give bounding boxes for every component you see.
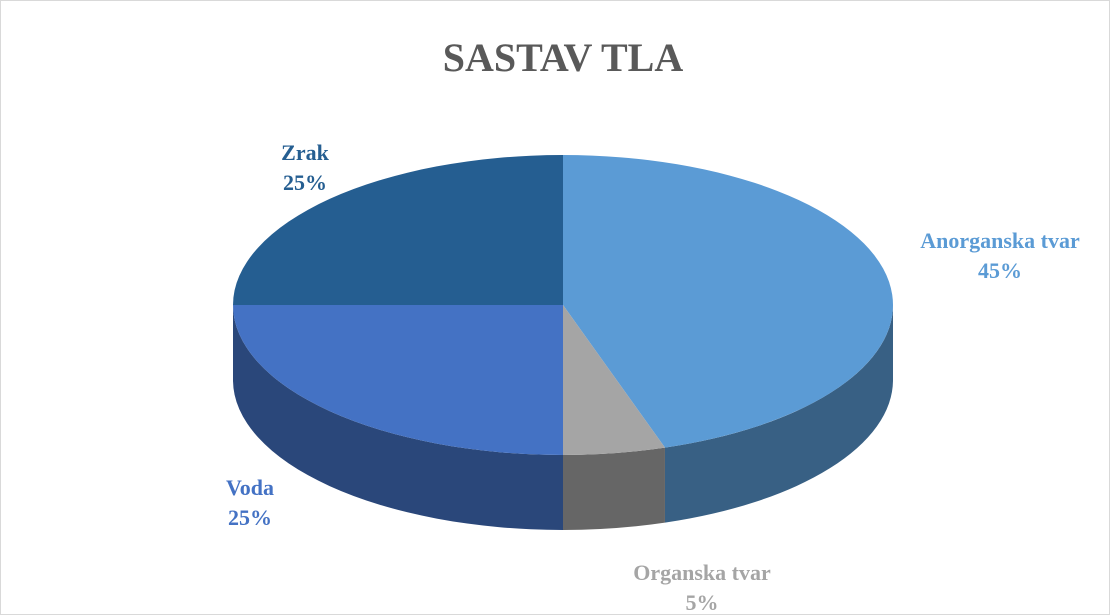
slice-side <box>563 447 665 530</box>
data-label-name: Zrak <box>281 140 329 165</box>
data-label-name: Organska tvar <box>633 560 771 585</box>
slice <box>233 305 563 455</box>
data-label-name: Voda <box>226 475 274 500</box>
slice <box>563 305 665 455</box>
slice-sides <box>233 305 893 530</box>
data-label-value: 25% <box>283 170 327 195</box>
data-label-value: 5% <box>686 590 719 615</box>
data-label-name: Anorganska tvar <box>920 228 1080 253</box>
chart-title: SASTAV TLA <box>443 35 684 80</box>
slice-side <box>664 305 893 523</box>
slice <box>563 155 894 448</box>
slice <box>233 155 563 305</box>
data-label-value: 45% <box>978 258 1022 283</box>
slice-side <box>233 305 563 530</box>
data-label-value: 25% <box>228 505 272 530</box>
